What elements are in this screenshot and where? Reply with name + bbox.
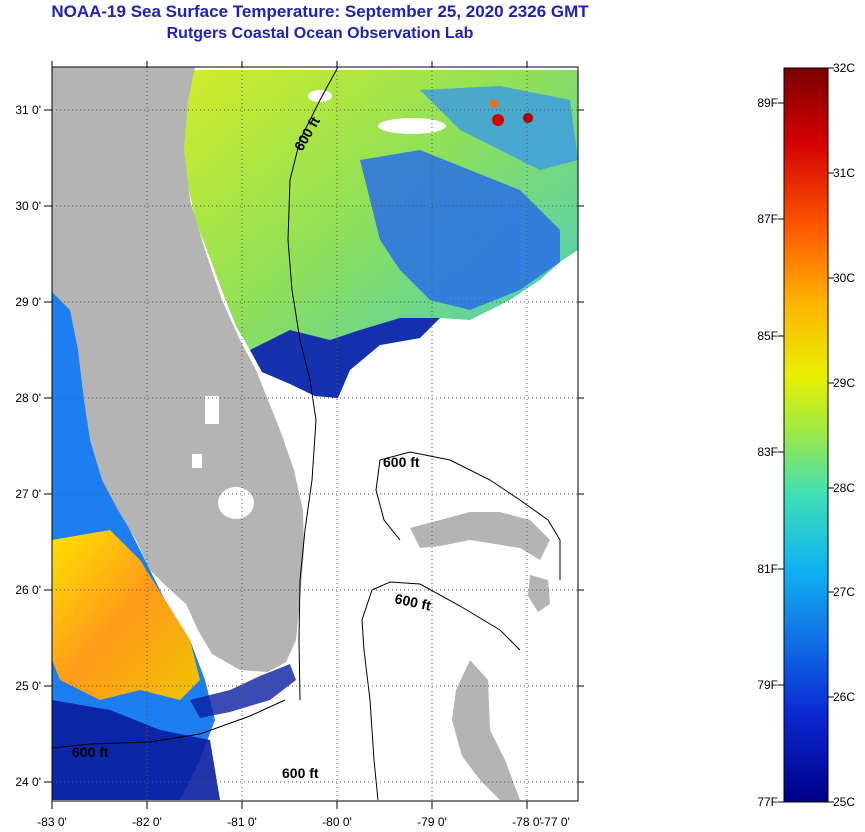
isobath-line	[361, 589, 379, 801]
contour-label: 600 ft	[393, 590, 432, 613]
latitude-label: 25 0'	[15, 679, 41, 693]
atlantic-cool-patch	[360, 150, 560, 310]
map-subtitle: Rutgers Coastal Ocean Observation Lab	[166, 25, 474, 42]
bahamas-land	[410, 512, 550, 560]
map-border	[51, 66, 579, 802]
temperature-colorbar	[783, 67, 829, 803]
colorbar-fahrenheit-label: 85F	[757, 329, 778, 343]
latitude-label: 26 0'	[15, 583, 41, 597]
longitude-label: -82 0'	[132, 815, 162, 829]
longitude-label: -80 0'	[322, 815, 352, 829]
isobath-line	[287, 66, 339, 701]
inland-lake	[205, 396, 219, 424]
lake-okeechobee	[218, 487, 254, 519]
latitude-label: 31 0'	[15, 103, 41, 117]
latitude-label: 28 0'	[15, 391, 41, 405]
isobath-line	[371, 581, 521, 651]
latitude-label: 27 0'	[15, 487, 41, 501]
colorbar-fahrenheit-label: 81F	[757, 562, 778, 576]
colorbar-celsius-label: 27C	[833, 585, 855, 599]
colorbar-celsius-label: 25C	[833, 795, 855, 809]
colorbar-fahrenheit-label: 87F	[757, 212, 778, 226]
colorbar-celsius-label: 30C	[833, 271, 855, 285]
longitude-ticks	[51, 61, 528, 809]
atlantic-cool-patch	[420, 86, 578, 170]
warm-spot	[490, 100, 498, 108]
longitude-label: -79 0'	[417, 815, 447, 829]
colorbar-celsius-label: 26C	[833, 690, 855, 704]
colorbar-ticks	[778, 67, 834, 803]
gulf-warm-area	[52, 530, 200, 700]
florida-keys-water	[190, 664, 296, 718]
contour-label: 600 ft	[282, 765, 319, 781]
bahamas-land	[528, 575, 550, 612]
warm-spot	[492, 114, 504, 126]
latitude-label: 29 0'	[15, 295, 41, 309]
latitude-label: 24 0'	[15, 775, 41, 789]
isobath-contours	[51, 66, 561, 801]
colorbar-fahrenheit-label: 89F	[757, 96, 778, 110]
colorbar-celsius-label: 32C	[833, 61, 855, 75]
colorbar-celsius-label: 29C	[833, 376, 855, 390]
latitude-label: 30 0'	[15, 199, 41, 213]
latitude-ticks	[44, 109, 584, 783]
colorbar-fahrenheit-label: 79F	[757, 678, 778, 692]
contour-label: 600 ft	[72, 744, 109, 760]
colorbar-celsius-label: 28C	[833, 481, 855, 495]
colorbar-fahrenheit-label: 77F	[757, 795, 778, 809]
longitude-label: -83 0'	[37, 815, 67, 829]
longitude-label: -77 0'	[540, 815, 570, 829]
gulf-cool-shelf	[52, 700, 220, 800]
bahamas-land	[452, 660, 520, 800]
cloud-gap	[378, 118, 446, 134]
inland-lake	[192, 454, 202, 468]
longitude-label: -81 0'	[227, 815, 257, 829]
cloud-gap	[308, 90, 332, 102]
colorbar-fahrenheit-label: 83F	[757, 445, 778, 459]
isobath-line	[375, 459, 401, 541]
atlantic-cool-edge	[250, 318, 440, 398]
colorbar-celsius-label: 31C	[833, 166, 855, 180]
map-title: NOAA-19 Sea Surface Temperature: Septemb…	[51, 2, 589, 21]
contour-label: 600 ft	[383, 454, 420, 470]
longitude-label: -78 0'	[512, 815, 542, 829]
isobath-line	[51, 699, 286, 749]
isobath-line	[379, 451, 561, 580]
warm-spot	[523, 113, 533, 123]
florida-land	[52, 67, 304, 672]
